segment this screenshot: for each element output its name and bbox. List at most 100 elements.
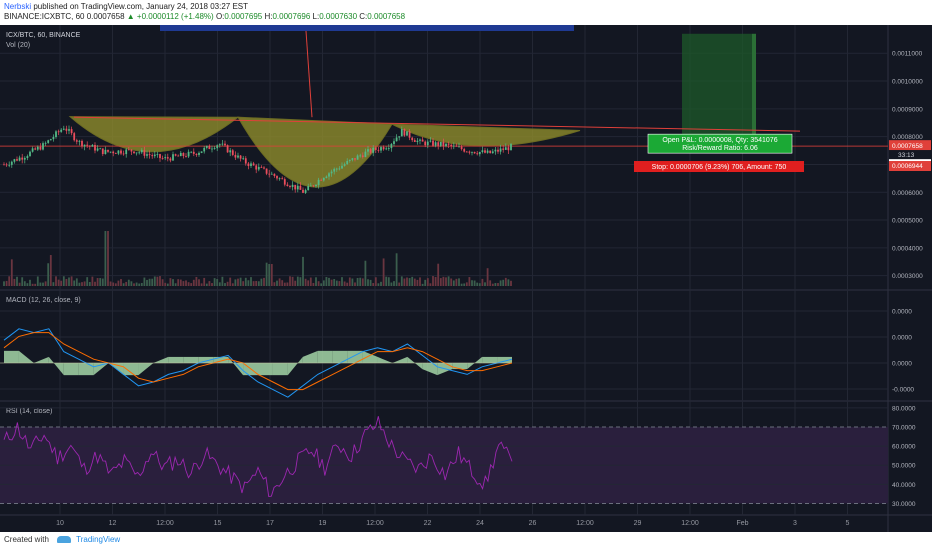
candle-body [231, 150, 234, 155]
annotation-line [305, 30, 313, 118]
candle-body [237, 155, 239, 158]
candle-body [83, 144, 86, 147]
volume-bar [328, 277, 330, 286]
candle-body [216, 145, 219, 149]
macd-histogram-segment [287, 356, 303, 376]
volume-bar [426, 278, 429, 286]
stop-label-box [634, 161, 804, 173]
candle-body [156, 154, 159, 155]
candle-body [317, 179, 320, 185]
macd-histogram-segment [168, 356, 184, 363]
volume-bar [237, 278, 239, 286]
candle-body [312, 185, 315, 187]
candle-body [447, 143, 450, 145]
candle-body [208, 145, 211, 150]
open-value: 0.0007695 [224, 12, 263, 21]
volume-bar [387, 277, 390, 286]
volume-bar [213, 278, 216, 286]
volume-bar [104, 231, 107, 286]
candle-body [205, 145, 208, 148]
candle-body [169, 158, 172, 161]
tradingview-brand[interactable]: TradingView [76, 535, 121, 544]
x-axis-tick-label: 10 [56, 520, 64, 527]
author-link[interactable]: Nerbski [4, 2, 32, 11]
volume-bar [65, 278, 68, 286]
candle-body [273, 173, 276, 177]
candle-body [75, 140, 78, 142]
candle-body [302, 189, 304, 193]
volume-bar [96, 278, 99, 286]
volume-bar [234, 279, 237, 286]
candle-body [185, 155, 187, 157]
candle-body [494, 149, 497, 152]
macd-histogram-segment [258, 363, 273, 376]
candle-body [234, 154, 237, 158]
candle-body [463, 149, 466, 152]
candle-body [382, 147, 385, 150]
chart-canvas[interactable]: 10 12 12:00 15 17 19 12:00 22 24 26 12:00 29 12:00 Fe… [0, 25, 932, 532]
volume-bar [439, 278, 442, 286]
candle-body [172, 154, 174, 161]
candle-body [286, 184, 289, 187]
candle-body [78, 140, 81, 142]
y-axis-tick-label: 0.0005000 [892, 218, 923, 225]
candle-body [268, 173, 271, 175]
volume-bar [44, 281, 47, 286]
volume-bar [494, 283, 497, 286]
candle-body [395, 137, 398, 142]
volume-bars [3, 231, 512, 286]
volume-bar [369, 279, 372, 286]
neckline [73, 116, 801, 132]
volume-bar [218, 282, 221, 286]
volume-bar [296, 276, 299, 286]
candle-body [88, 145, 91, 147]
candle-body [39, 146, 42, 150]
candle-body [117, 150, 120, 154]
macd-axis-label: 0.0000 [892, 335, 912, 342]
candle-body [34, 148, 37, 150]
candle-body [348, 159, 351, 161]
candle-body [161, 158, 164, 159]
top-banner [160, 25, 574, 31]
volume-bar [49, 255, 52, 286]
volume-bar [29, 279, 31, 286]
candle-body [81, 140, 83, 147]
candle-body [5, 164, 8, 166]
volume-bar [161, 279, 164, 286]
x-axis-tick-label: 12:00 [366, 520, 384, 527]
candle-body [325, 176, 328, 178]
candle-body [247, 163, 250, 167]
candle-body [437, 142, 440, 146]
y-axis-tick-label: 0.0003000 [892, 273, 923, 280]
volume-bar [406, 277, 408, 286]
volume-bar [192, 279, 195, 286]
volume-bar [372, 283, 375, 286]
candle-body [198, 152, 200, 155]
candle-body [62, 128, 65, 130]
x-axis-tick-label: Feb [736, 520, 748, 527]
candle-body [148, 154, 151, 156]
volume-bar [356, 277, 359, 286]
candle-body [86, 144, 89, 146]
volume-indicator-label: Vol (20) [6, 42, 30, 49]
y-axis-tick-label: 0.0008000 [892, 134, 923, 141]
rsi-title: RSI (14, close) [6, 408, 52, 415]
x-axis-tick-label: 24 [476, 520, 484, 527]
candle-body [203, 147, 206, 152]
macd-histogram-segment [482, 356, 498, 363]
volume-bar [231, 283, 234, 286]
countdown-text: 33:13 [898, 152, 915, 159]
volume-bar [68, 277, 70, 286]
candle-body [164, 157, 167, 159]
candle-body [68, 129, 70, 131]
candle-body [229, 150, 232, 153]
volume-bar [489, 280, 492, 286]
volume-bar [385, 276, 388, 286]
candle-body [265, 168, 268, 174]
candle-body [385, 148, 388, 150]
footer: Created with TradingView [4, 534, 120, 546]
volume-bar [307, 280, 310, 286]
candle-body [276, 176, 278, 179]
candle-body [406, 131, 408, 136]
volume-bar [34, 283, 37, 286]
